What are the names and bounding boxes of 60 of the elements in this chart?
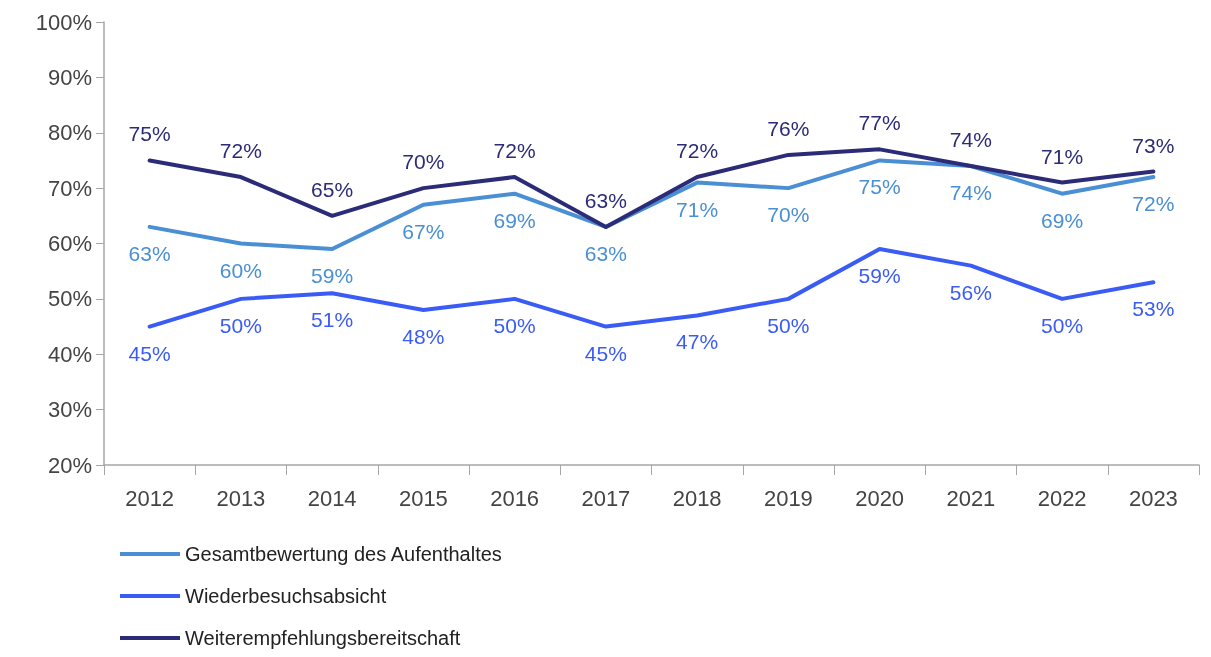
y-tick-label: 60%: [47, 231, 92, 256]
x-tick-label: 2016: [490, 485, 540, 511]
data-label: 47%: [676, 330, 719, 354]
data-label: 69%: [1041, 208, 1084, 232]
data-label: 67%: [402, 219, 445, 243]
y-tick-label: 100%: [35, 9, 92, 35]
data-label: 51%: [311, 308, 354, 332]
data-label: 70%: [767, 203, 810, 227]
data-label: 71%: [676, 197, 719, 221]
x-tick-label: 2014: [307, 485, 357, 511]
data-label: 48%: [402, 324, 445, 348]
y-tick-label: 50%: [47, 286, 92, 312]
data-label: 74%: [949, 180, 992, 204]
x-tick-label: 2020: [855, 485, 905, 511]
data-label: 63%: [584, 241, 627, 265]
data-label: 73%: [1132, 133, 1175, 157]
y-tick-label: 80%: [47, 120, 92, 146]
data-label: 72%: [676, 139, 719, 163]
legend-label: Gesamtbewertung des Aufenthaltes: [185, 543, 502, 565]
x-tick-label: 2021: [946, 485, 996, 511]
y-tick-label: 30%: [47, 397, 92, 423]
data-label: 63%: [128, 241, 171, 265]
data-label: 63%: [584, 188, 627, 212]
data-label: 75%: [128, 122, 171, 146]
data-label: 65%: [311, 177, 354, 201]
data-label: 70%: [402, 150, 445, 174]
legend-label: Wiederbesuchsabsicht: [185, 585, 387, 607]
data-label: 45%: [584, 341, 627, 365]
x-tick-label: 2019: [763, 485, 813, 511]
data-label: 72%: [219, 139, 262, 163]
legend-label: Weiterempfehlungsbereitschaft: [185, 627, 461, 649]
x-tick-label: 2015: [398, 485, 448, 511]
y-tick-label: 90%: [47, 64, 92, 90]
x-tick-label: 2012: [125, 485, 175, 511]
y-tick-label: 20%: [47, 452, 92, 478]
data-label: 53%: [1132, 297, 1175, 321]
y-tick-label: 40%: [47, 341, 92, 367]
data-label: 50%: [767, 313, 810, 337]
data-label: 77%: [858, 111, 901, 135]
data-label: 69%: [493, 208, 536, 232]
x-tick-label: 2023: [1128, 485, 1178, 511]
data-label: 76%: [767, 116, 810, 140]
data-label: 74%: [949, 127, 992, 151]
data-label: 50%: [219, 313, 262, 337]
data-label: 59%: [858, 264, 901, 288]
data-label: 59%: [311, 264, 354, 288]
x-tick-label: 2017: [581, 485, 631, 511]
data-label: 45%: [128, 341, 171, 365]
data-label: 72%: [1132, 192, 1175, 216]
data-label: 72%: [493, 139, 536, 163]
data-label: 60%: [219, 258, 262, 282]
data-label: 56%: [949, 280, 992, 304]
data-label: 71%: [1041, 144, 1084, 168]
data-label: 50%: [1041, 313, 1084, 337]
x-tick-label: 2013: [216, 485, 266, 511]
x-tick-label: 2022: [1037, 485, 1087, 511]
x-tick-label: 2018: [672, 485, 722, 511]
data-label: 75%: [858, 175, 901, 199]
data-label: 50%: [493, 313, 536, 337]
y-tick-label: 70%: [47, 175, 92, 201]
